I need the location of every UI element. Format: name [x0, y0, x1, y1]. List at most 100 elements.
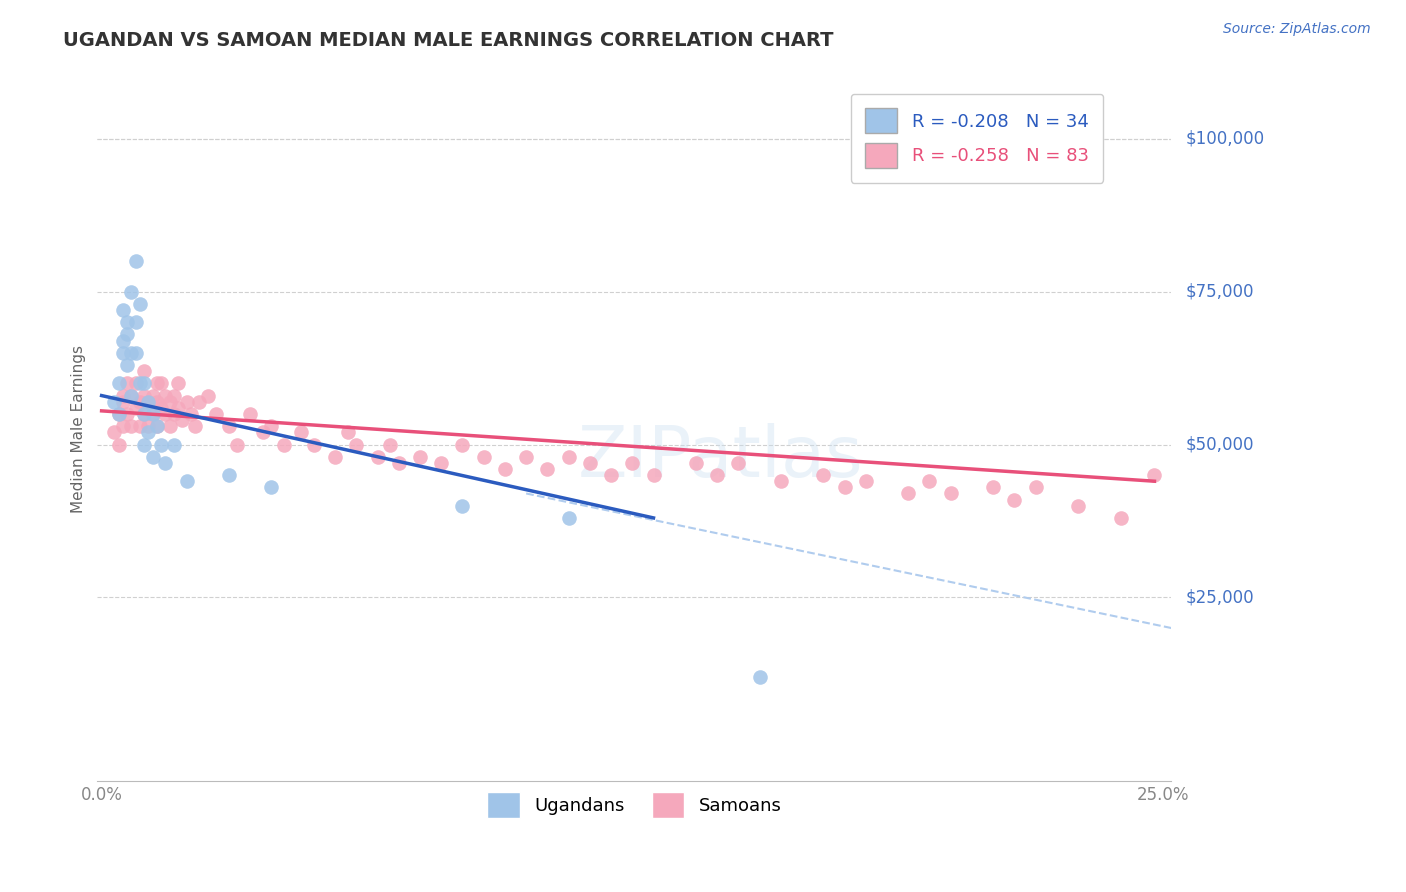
- Point: [163, 388, 186, 402]
- Text: ZIPatlas: ZIPatlas: [578, 423, 863, 491]
- Point: [1109, 511, 1132, 525]
- Text: $75,000: $75,000: [1185, 283, 1254, 301]
- Point: [180, 407, 202, 421]
- Point: [115, 315, 138, 329]
- Point: [218, 468, 240, 483]
- Point: [685, 456, 707, 470]
- Point: [115, 407, 138, 421]
- Point: [748, 670, 770, 684]
- Point: [897, 486, 920, 500]
- Point: [367, 450, 389, 464]
- Point: [111, 345, 134, 359]
- Point: [579, 456, 602, 470]
- Point: [107, 407, 129, 421]
- Point: [115, 376, 138, 391]
- Point: [141, 450, 163, 464]
- Point: [132, 376, 155, 391]
- Point: [141, 388, 163, 402]
- Y-axis label: Median Male Earnings: Median Male Earnings: [72, 345, 86, 513]
- Point: [451, 437, 474, 451]
- Point: [132, 407, 155, 421]
- Point: [557, 511, 579, 525]
- Point: [115, 327, 138, 342]
- Point: [107, 376, 129, 391]
- Point: [557, 450, 579, 464]
- Point: [409, 450, 432, 464]
- Text: $50,000: $50,000: [1185, 435, 1254, 453]
- Point: [124, 376, 146, 391]
- Point: [252, 425, 274, 440]
- Point: [107, 437, 129, 451]
- Point: [124, 345, 146, 359]
- Point: [515, 450, 537, 464]
- Point: [132, 364, 155, 378]
- Point: [167, 401, 190, 415]
- Point: [939, 486, 962, 500]
- Point: [111, 302, 134, 317]
- Point: [150, 376, 173, 391]
- Point: [146, 376, 169, 391]
- Point: [141, 407, 163, 421]
- Point: [163, 437, 186, 451]
- Point: [981, 480, 1004, 494]
- Point: [205, 407, 228, 421]
- Point: [111, 394, 134, 409]
- Point: [494, 462, 516, 476]
- Point: [430, 456, 453, 470]
- Point: [115, 358, 138, 372]
- Point: [120, 285, 142, 299]
- Point: [103, 394, 125, 409]
- Point: [150, 437, 173, 451]
- Point: [1025, 480, 1047, 494]
- Point: [176, 394, 198, 409]
- Point: [336, 425, 359, 440]
- Point: [176, 474, 198, 488]
- Point: [918, 474, 941, 488]
- Point: [107, 407, 129, 421]
- Point: [120, 388, 142, 402]
- Point: [184, 419, 207, 434]
- Point: [128, 376, 150, 391]
- Point: [136, 425, 159, 440]
- Point: [260, 480, 283, 494]
- Point: [855, 474, 877, 488]
- Point: [273, 437, 295, 451]
- Point: [120, 419, 142, 434]
- Point: [323, 450, 346, 464]
- Point: [111, 334, 134, 348]
- Point: [188, 394, 211, 409]
- Point: [120, 388, 142, 402]
- Point: [111, 388, 134, 402]
- Point: [155, 456, 177, 470]
- Point: [132, 437, 155, 451]
- Text: UGANDAN VS SAMOAN MEDIAN MALE EARNINGS CORRELATION CHART: UGANDAN VS SAMOAN MEDIAN MALE EARNINGS C…: [63, 31, 834, 50]
- Point: [124, 254, 146, 268]
- Point: [136, 419, 159, 434]
- Point: [260, 419, 283, 434]
- Point: [124, 401, 146, 415]
- Point: [172, 413, 194, 427]
- Point: [136, 394, 159, 409]
- Point: [120, 345, 142, 359]
- Point: [380, 437, 402, 451]
- Point: [150, 401, 173, 415]
- Legend: Ugandans, Samoans: Ugandans, Samoans: [479, 785, 789, 825]
- Point: [155, 407, 177, 421]
- Point: [103, 425, 125, 440]
- Point: [155, 388, 177, 402]
- Point: [146, 419, 169, 434]
- Point: [643, 468, 665, 483]
- Point: [167, 376, 190, 391]
- Point: [1143, 468, 1166, 483]
- Point: [128, 419, 150, 434]
- Point: [621, 456, 644, 470]
- Point: [536, 462, 558, 476]
- Point: [727, 456, 749, 470]
- Point: [197, 388, 219, 402]
- Point: [136, 394, 159, 409]
- Point: [141, 407, 163, 421]
- Point: [834, 480, 856, 494]
- Text: Source: ZipAtlas.com: Source: ZipAtlas.com: [1223, 22, 1371, 37]
- Point: [111, 419, 134, 434]
- Point: [146, 394, 169, 409]
